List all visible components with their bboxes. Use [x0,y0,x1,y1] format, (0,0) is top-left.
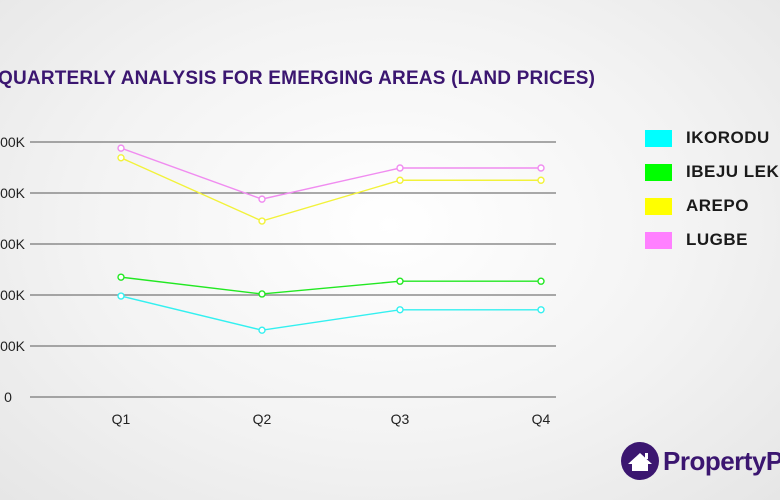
series-line [120,157,541,222]
legend-swatch [645,130,672,147]
series-line [120,147,541,200]
x-tick-label: Q3 [391,411,410,427]
y-tick-label: 00K [0,134,26,150]
data-point [396,277,404,285]
data-point [258,195,266,203]
brand-name: PropertyPro [663,446,780,476]
legend-swatch [645,232,672,249]
legend-swatch [645,164,672,181]
data-point [258,290,266,298]
legend-label: AREPO [686,196,749,215]
data-point [537,176,545,184]
data-point [396,164,404,172]
data-point [258,326,266,334]
y-tick-label: 0 [4,389,12,405]
data-point [537,164,545,172]
series-line [120,295,541,331]
data-point [117,144,125,152]
data-point [117,292,125,300]
data-point [117,273,125,281]
y-tick-label: 00K [0,185,26,201]
y-tick-label: 00K [0,338,26,354]
x-tick-label: Q4 [532,411,551,427]
data-point [537,277,545,285]
house-icon [621,442,659,480]
chart-title: QUARTERLY ANALYSIS FOR EMERGING AREAS (L… [0,68,596,89]
data-point [537,306,545,314]
legend-label: IBEJU LEKKI [686,162,780,181]
data-point [258,217,266,225]
series-line [120,276,541,295]
data-point [396,176,404,184]
legend-swatch [645,198,672,215]
legend-label: LUGBE [686,230,748,249]
legend-label: IKORODU [686,128,770,147]
y-tick-label: 00K [0,287,26,303]
x-tick-label: Q1 [112,411,131,427]
x-tick-label: Q2 [253,411,272,427]
y-tick-label: 00K [0,236,26,252]
data-point [396,306,404,314]
data-point [117,154,125,162]
